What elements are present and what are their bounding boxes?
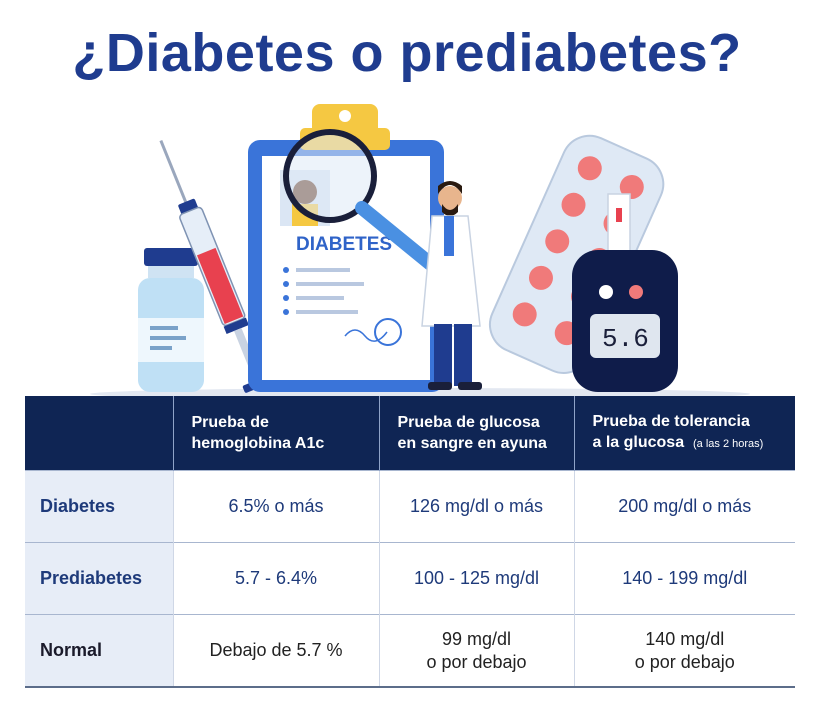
table-header-row: Prueba de hemoglobina A1c Prueba de gluco… [25, 396, 795, 471]
table-cell: 200 mg/dl o más [574, 470, 795, 543]
vial-icon [138, 248, 204, 392]
table-cell: 140 mg/dl o por debajo [574, 614, 795, 688]
header-empty [25, 396, 174, 471]
medical-illustration: DIABETES 5. [90, 104, 750, 400]
row-label: Diabetes [25, 470, 174, 543]
diabetes-criteria-table: Prueba de hemoglobina A1c Prueba de gluco… [25, 396, 795, 688]
table-cell: 100 - 125 mg/dl [379, 542, 575, 615]
table-cell: 5.7 - 6.4% [173, 542, 380, 615]
doctor-icon [421, 181, 482, 390]
clipboard-heading: DIABETES [296, 234, 392, 255]
table-cell: 126 mg/dl o más [379, 470, 575, 543]
table-cell: 6.5% o más [173, 470, 380, 543]
meter-reading: 5.6 [602, 324, 649, 354]
header-fasting-glucose: Prueba de glucosa en sangre en ayuna [379, 396, 575, 471]
table-cell: 140 - 199 mg/dl [574, 542, 795, 615]
table-cell: 99 mg/dl o por debajo [379, 614, 575, 688]
table-row: Diabetes 6.5% o más 126 mg/dl o más 200 … [25, 470, 795, 543]
table-row: Normal Debajo de 5.7 % 99 mg/dl o por deb… [25, 614, 795, 688]
page-title: ¿Diabetes o prediabetes? [72, 23, 742, 83]
row-label: Normal [25, 614, 174, 688]
row-label: Prediabetes [25, 542, 174, 615]
header-a1c: Prueba de hemoglobina A1c [173, 396, 380, 471]
header-note: (a las 2 horas) [692, 438, 764, 450]
header-glucose-tolerance: Prueba de tolerancia a la glucosa (a las … [574, 396, 795, 471]
glucose-meter-icon: 5.6 [572, 193, 678, 392]
table-cell: Debajo de 5.7 % [173, 614, 380, 688]
table-row: Prediabetes 5.7 - 6.4% 100 - 125 mg/dl 1… [25, 542, 795, 615]
